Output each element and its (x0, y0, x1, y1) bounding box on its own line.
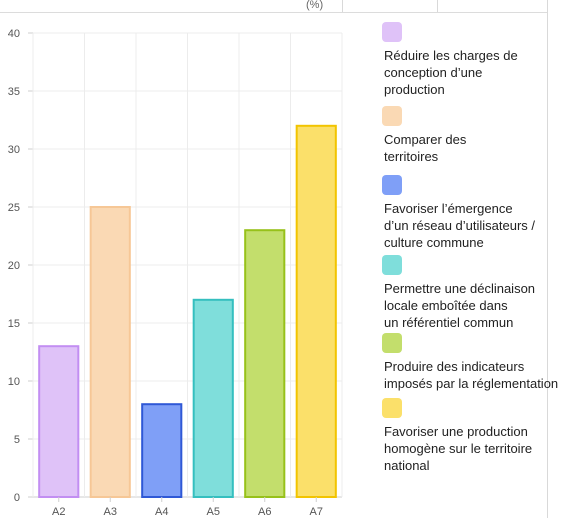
legend-swatch (382, 106, 402, 126)
bar-a4 (141, 403, 183, 499)
column-divider (437, 0, 438, 12)
legend-label: Favoriser une production homogène sur le… (384, 424, 533, 473)
y-tick-label: 0 (14, 492, 20, 504)
legend-label: Réduire les charges de conception d’une … (384, 48, 518, 97)
x-tick-label: A6 (258, 506, 271, 518)
x-tick-label: A7 (310, 506, 323, 518)
column-divider (547, 0, 548, 518)
legend-swatch (382, 175, 402, 195)
y-tick-label: 15 (8, 318, 20, 330)
legend-swatch (382, 255, 402, 275)
x-tick-label: A5 (207, 506, 220, 518)
top-divider (0, 12, 548, 13)
legend-swatch (382, 22, 402, 42)
y-tick-label: 35 (8, 86, 20, 98)
legend-label: Favoriser l’émergence d’un réseau d’util… (384, 201, 536, 250)
bar-a2 (38, 345, 80, 499)
legend-label: Comparer des territoires (384, 132, 467, 164)
header-fragment: (%) (306, 0, 324, 11)
y-tick-label: 25 (8, 202, 20, 214)
x-tick-label: A4 (155, 506, 168, 518)
legend-label: Produire des indicateurs imposés par la … (384, 359, 559, 391)
y-tick-label: 20 (8, 260, 20, 272)
y-tick-label: 40 (8, 28, 20, 40)
bar-a6 (244, 229, 286, 498)
legend-swatch (382, 333, 402, 353)
bar-chart: 0 5 10 15 20 25 30 35 40 A2 A3 A4 A5 A6 A7 (8, 28, 343, 518)
legend-swatch (382, 398, 402, 418)
bar-a5 (192, 298, 234, 498)
x-tick-label: A2 (52, 506, 65, 518)
y-tick-label: 10 (8, 376, 20, 388)
column-divider (342, 0, 343, 12)
y-tick-label: 5 (14, 434, 20, 446)
legend-label: Permettre une déclinaison locale emboîté… (384, 281, 536, 330)
y-tick-label: 30 (8, 144, 20, 156)
x-tick-label: A3 (104, 506, 117, 518)
bar-a3 (89, 206, 131, 498)
bar-a7 (295, 124, 337, 499)
